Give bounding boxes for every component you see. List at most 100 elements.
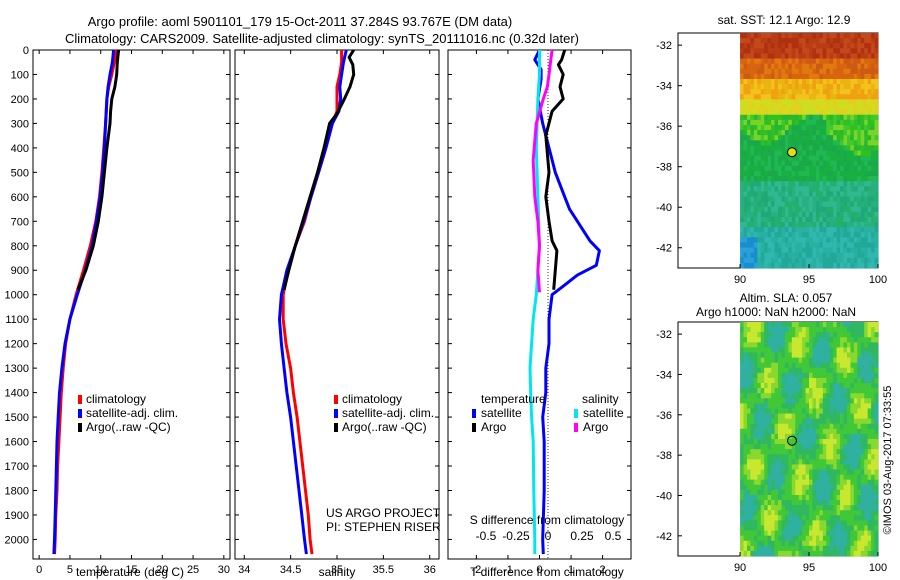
map-cell <box>757 247 762 254</box>
map-cell <box>760 459 765 465</box>
map-cell <box>833 216 838 223</box>
map-cell <box>746 525 751 531</box>
map-cell <box>740 327 744 333</box>
map-cell <box>746 408 751 414</box>
map-cell <box>843 474 848 481</box>
map-cell <box>781 545 786 552</box>
map-cell <box>750 63 755 70</box>
map-cell <box>781 242 786 248</box>
map-cell <box>864 165 869 172</box>
map-cell <box>750 357 755 364</box>
map-cell <box>836 232 841 238</box>
map-cell <box>840 216 844 223</box>
map-cell <box>871 332 875 338</box>
map-cell <box>843 43 848 49</box>
map-cell <box>778 540 782 547</box>
map-cell <box>864 130 869 136</box>
map-cell <box>778 130 782 136</box>
map-cell <box>819 109 824 116</box>
map-cell <box>795 418 800 425</box>
legend-label: climatology <box>342 392 402 406</box>
map-cell <box>867 474 872 481</box>
map-cell <box>809 367 813 374</box>
map-cell <box>771 464 775 470</box>
map-cell <box>857 73 862 80</box>
map-cell <box>784 140 789 146</box>
map-cell <box>746 342 751 348</box>
map-cell <box>857 377 862 384</box>
map-cell <box>846 206 851 213</box>
map-cell <box>788 484 793 491</box>
map-cell <box>843 322 848 328</box>
map-cell <box>798 216 803 223</box>
map-cell <box>850 474 855 481</box>
map-cell <box>757 372 762 379</box>
map-cell <box>836 423 841 430</box>
map-cell <box>771 130 775 136</box>
map-cell <box>740 494 744 501</box>
map-cell <box>829 494 834 501</box>
map-cell <box>815 181 820 187</box>
map-cell <box>850 94 855 100</box>
map-cell <box>853 352 858 359</box>
map-cell <box>850 413 855 420</box>
map-cell <box>795 196 800 202</box>
map-cell <box>867 33 872 39</box>
map-cell <box>764 48 769 54</box>
map-cell <box>757 439 762 445</box>
map-cell <box>743 176 748 182</box>
map-cell <box>822 89 827 95</box>
map-cell <box>829 68 834 75</box>
map-cell <box>791 449 796 455</box>
map-cell <box>802 73 806 80</box>
map-cell <box>867 347 872 353</box>
map-cell <box>822 535 827 542</box>
lat-tick-label: -36 <box>656 121 672 133</box>
map-cell <box>822 510 827 516</box>
map-cell <box>767 53 772 59</box>
map-cell <box>860 388 865 394</box>
map-cell <box>774 510 779 516</box>
map-cell <box>826 327 831 333</box>
map-cell <box>846 165 851 172</box>
map-cell <box>764 73 769 80</box>
map-cell <box>798 68 803 75</box>
map-cell <box>798 454 803 460</box>
map-cell <box>746 176 751 182</box>
map-cell <box>846 510 851 516</box>
map-cell <box>874 545 879 552</box>
map-cell <box>788 99 793 105</box>
map-cell <box>846 327 851 333</box>
map-cell <box>829 510 834 516</box>
map-cell <box>784 464 789 470</box>
map-cell <box>798 206 803 213</box>
map-cell <box>874 104 879 111</box>
map-cell <box>757 73 762 80</box>
map-cell <box>740 540 744 547</box>
map-cell <box>840 464 844 470</box>
map-cell <box>836 439 841 445</box>
map-cell <box>836 428 841 435</box>
map-cell <box>867 227 872 233</box>
salinity-panel: 34 34.5 35 35.5 36 salinity climatologysatel… <box>234 49 441 579</box>
map-cell <box>740 114 744 121</box>
map-cell <box>774 469 779 476</box>
map-cell <box>740 474 744 481</box>
map-cell <box>857 150 862 157</box>
map-cell <box>802 428 806 435</box>
map-cell <box>860 150 865 157</box>
map-cell <box>843 165 848 172</box>
map-cell <box>764 372 769 379</box>
map-cell <box>778 104 782 111</box>
map-cell <box>840 500 844 506</box>
map-cell <box>815 474 820 481</box>
map-cell <box>764 454 769 460</box>
map-cell <box>815 170 820 177</box>
map-cell <box>750 322 755 328</box>
map-cell <box>860 73 865 80</box>
t-difference-xlabel: T difference from climatology <box>470 565 624 579</box>
map-cell <box>784 124 789 131</box>
map-cell <box>753 160 758 167</box>
map-cell <box>836 170 841 177</box>
map-cell <box>760 484 765 491</box>
